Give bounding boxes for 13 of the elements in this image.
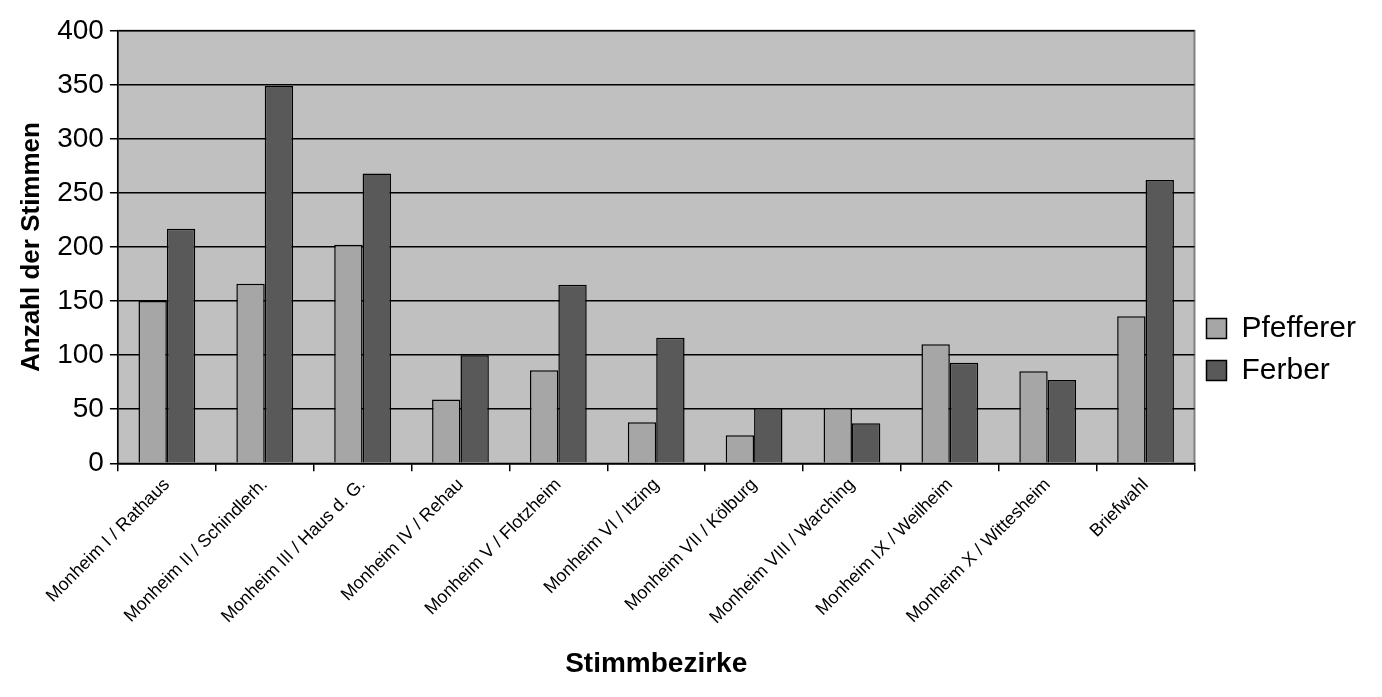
y-tick-label: 300	[57, 121, 104, 153]
x-axis-title: Stimmbezirke	[565, 646, 748, 678]
y-tick-label: 200	[57, 229, 104, 261]
y-tick-label: 250	[57, 175, 104, 207]
y-axis-title: Anzahl der Stimmen	[14, 122, 45, 372]
y-tick-label: 350	[57, 67, 104, 99]
y-tick-label: 400	[57, 13, 104, 45]
y-tick-label: 0	[88, 445, 104, 477]
legend-label: Pfefferer	[1241, 309, 1357, 343]
legend-label: Ferber	[1241, 351, 1330, 385]
y-tick-label: 100	[57, 337, 104, 369]
y-tick-label: 50	[72, 391, 104, 423]
y-tick-label: 150	[57, 283, 104, 315]
